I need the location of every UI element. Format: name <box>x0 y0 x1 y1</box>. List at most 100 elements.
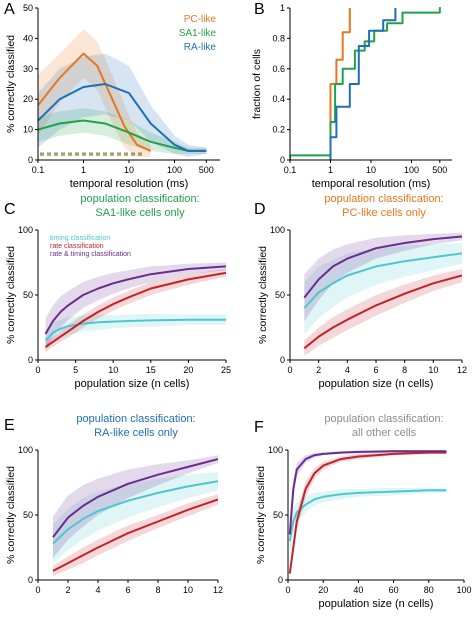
x-tick-label: 10 <box>428 365 438 375</box>
x-tick-label: 4 <box>95 585 100 595</box>
x-tick-label: 5 <box>73 365 78 375</box>
chart-subtitle: RA-like cells only <box>94 427 178 439</box>
y-tick-label: 100 <box>18 225 33 235</box>
plot-area <box>290 7 441 160</box>
series-band <box>304 243 462 334</box>
x-axis-label: temporal resolution (ms) <box>70 178 189 190</box>
x-tick-label: 0 <box>35 365 40 375</box>
chart-subtitle: SA1-like cells only <box>95 207 185 219</box>
y-tick-label: 100 <box>270 225 285 235</box>
y-tick-label: 40 <box>23 33 33 43</box>
series-line-rate <box>288 451 447 574</box>
legend-entry: SA1-like <box>179 28 217 39</box>
panel-letter: A <box>4 1 15 18</box>
series-line-timing <box>44 318 226 342</box>
panel-letter: E <box>4 417 15 434</box>
series-band <box>53 455 218 558</box>
y-tick-label: 50 <box>23 3 33 13</box>
y-tick-label: 0 <box>28 355 33 365</box>
chart-title: population classification: <box>80 193 199 205</box>
x-tick-label: 10 <box>366 165 376 175</box>
x-tick-label: 0.1 <box>32 165 45 175</box>
x-tick-label: 8 <box>155 585 160 595</box>
x-axis-label: population size (n cells) <box>319 598 434 610</box>
x-tick-label: 6 <box>373 365 378 375</box>
plot-area <box>38 29 207 157</box>
plot-area <box>52 455 218 577</box>
x-tick-label: 80 <box>424 585 434 595</box>
x-tick-label: 2 <box>65 585 70 595</box>
series-band <box>289 487 447 557</box>
x-tick-label: 20 <box>318 585 328 595</box>
x-tick-label: 6 <box>125 585 130 595</box>
x-tick-label: 100 <box>404 165 419 175</box>
x-tick-label: 100 <box>456 585 471 595</box>
y-tick-label: 50 <box>23 290 33 300</box>
x-axis-label: population size (n cells) <box>319 378 434 390</box>
series-band <box>53 472 218 564</box>
series-line-ra <box>38 83 207 152</box>
chart-title: population classification: <box>76 413 195 425</box>
y-tick-label: 10 <box>23 125 33 135</box>
x-tick-label: 12 <box>213 585 223 595</box>
x-tick-label: 1 <box>81 165 86 175</box>
series-line-rate-timing <box>44 265 226 335</box>
plot-area <box>44 262 226 353</box>
series-band <box>289 451 447 579</box>
panel-letter: C <box>4 201 16 218</box>
series-band <box>45 269 226 353</box>
x-tick-label: 12 <box>457 365 467 375</box>
x-tick-label: 10 <box>183 585 193 595</box>
series-band <box>38 53 207 157</box>
y-tick-label: 100 <box>268 445 283 455</box>
legend-entry: rate classification <box>50 243 104 250</box>
x-tick-label: 100 <box>167 165 182 175</box>
series-line-timing <box>52 480 218 545</box>
series-band <box>38 108 207 154</box>
y-tick-label: 50 <box>273 510 283 520</box>
series-line-pc <box>329 8 351 160</box>
x-tick-label: 15 <box>146 365 156 375</box>
series-line-timing <box>303 252 462 309</box>
series-line-pc <box>38 52 152 152</box>
legend-entry: RA-like <box>184 42 217 53</box>
y-tick-label: 0.2 <box>272 125 285 135</box>
series-band <box>38 29 151 157</box>
series-line-rate-timing <box>303 235 462 299</box>
x-tick-label: 0 <box>35 585 40 595</box>
series-line-rate <box>44 271 226 348</box>
series-line-rate <box>303 274 462 350</box>
x-tick-label: 500 <box>432 165 447 175</box>
series-band <box>45 262 226 350</box>
y-tick-label: 0 <box>28 155 33 165</box>
chart-subtitle: PC-like cells only <box>342 207 426 219</box>
legend-entry: timing classification <box>50 235 110 242</box>
x-axis-label: population size (n cells) <box>75 378 190 390</box>
series-band <box>304 232 462 321</box>
y-tick-label: 30 <box>23 64 33 74</box>
series-line-timing <box>288 489 447 542</box>
series-line-sa1 <box>290 7 441 160</box>
panel-letter: D <box>254 201 266 218</box>
y-tick-label: 0 <box>278 575 283 585</box>
y-tick-label: 20 <box>23 94 33 104</box>
plot-area <box>303 232 462 357</box>
plot-area <box>288 450 447 579</box>
y-axis-label: % correctly classified <box>255 466 267 564</box>
y-axis-label: % correctly classified <box>5 466 17 564</box>
legend-entry: PC-like <box>184 14 217 25</box>
x-tick-label: 500 <box>199 165 214 175</box>
y-tick-label: 50 <box>23 510 33 520</box>
x-tick-label: 0 <box>287 365 292 375</box>
y-tick-label: 0.8 <box>272 33 285 43</box>
x-axis-label: temporal resolution (ms) <box>312 178 431 190</box>
chart-subtitle: all other cells <box>352 427 417 439</box>
x-tick-label: 40 <box>353 585 363 595</box>
chart-title: population classification: <box>324 193 443 205</box>
x-tick-label: 4 <box>345 365 350 375</box>
legend-entry: rate & timing classification <box>50 251 131 258</box>
panel-letter: F <box>254 419 264 436</box>
